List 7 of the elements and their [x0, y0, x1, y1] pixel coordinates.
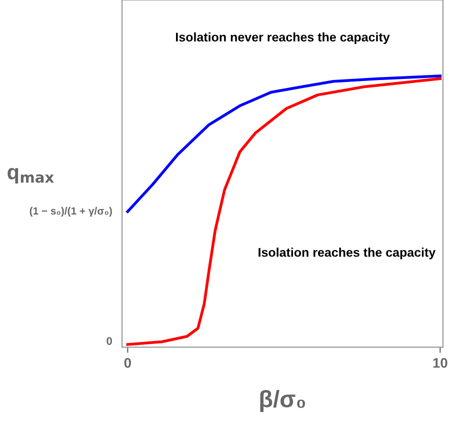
text: Isolation never reaches the capacity: [176, 32, 390, 44]
text: 0: [106, 337, 112, 345]
x-axis-title: β/σ₀: [260, 390, 306, 412]
text: (1 − s₀)/(1 + γ/σ₀): [30, 206, 112, 217]
y-axis-title: q$_{max}$: [8, 168, 54, 184]
annotation: Isolation reaches the capacity: [258, 248, 436, 260]
x-tick-label: 10: [433, 358, 448, 368]
